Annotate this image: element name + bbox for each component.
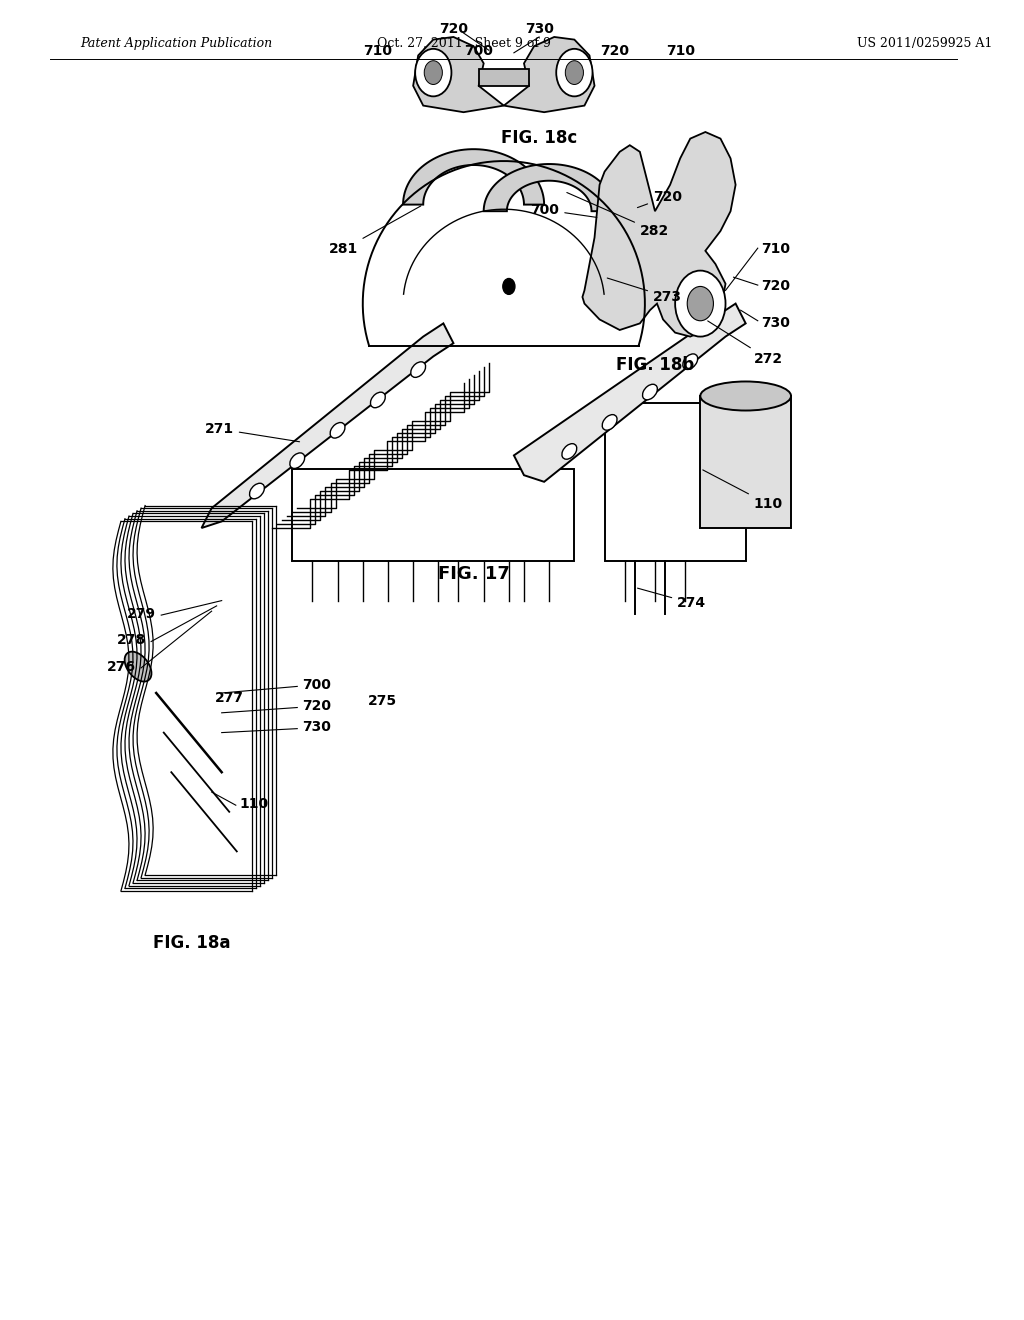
Text: US 2011/0259925 A1: US 2011/0259925 A1 xyxy=(856,37,992,50)
Text: FIG. 18b: FIG. 18b xyxy=(615,355,694,374)
Circle shape xyxy=(424,61,442,84)
Text: 281: 281 xyxy=(329,206,421,256)
Text: 720: 720 xyxy=(600,45,629,58)
Ellipse shape xyxy=(683,354,697,370)
Text: FIG. 18c: FIG. 18c xyxy=(501,128,578,147)
Ellipse shape xyxy=(562,444,577,459)
Text: FIG. 18a: FIG. 18a xyxy=(153,933,230,952)
Text: 273: 273 xyxy=(607,279,682,304)
Text: 710: 710 xyxy=(364,45,392,58)
Circle shape xyxy=(556,49,593,96)
Polygon shape xyxy=(583,132,735,337)
Polygon shape xyxy=(504,37,595,112)
Circle shape xyxy=(565,61,584,84)
Text: Patent Application Publication: Patent Application Publication xyxy=(81,37,272,50)
Text: 700: 700 xyxy=(464,45,494,58)
Ellipse shape xyxy=(290,453,305,469)
Text: 276: 276 xyxy=(108,660,136,673)
Polygon shape xyxy=(202,323,454,528)
Text: 110: 110 xyxy=(702,470,783,511)
Text: 730: 730 xyxy=(524,22,554,36)
Polygon shape xyxy=(514,304,745,482)
Circle shape xyxy=(503,279,515,294)
Text: 277: 277 xyxy=(215,692,245,705)
Text: 279: 279 xyxy=(127,607,157,620)
Polygon shape xyxy=(483,164,614,211)
Text: 110: 110 xyxy=(240,797,269,810)
Ellipse shape xyxy=(602,414,617,430)
Polygon shape xyxy=(700,396,791,528)
Text: 282: 282 xyxy=(567,193,669,238)
Circle shape xyxy=(687,286,714,321)
Text: 730: 730 xyxy=(761,317,790,330)
Text: 720: 720 xyxy=(761,280,790,293)
Ellipse shape xyxy=(371,392,385,408)
Text: 730: 730 xyxy=(302,721,331,734)
Text: 720: 720 xyxy=(302,700,332,713)
Text: 271: 271 xyxy=(205,422,300,442)
Polygon shape xyxy=(403,149,544,205)
Ellipse shape xyxy=(642,384,657,400)
Ellipse shape xyxy=(250,483,264,499)
Text: 272: 272 xyxy=(708,321,783,366)
Ellipse shape xyxy=(125,652,152,681)
Text: 278: 278 xyxy=(117,634,146,647)
Text: 720: 720 xyxy=(439,22,468,36)
Ellipse shape xyxy=(700,381,791,411)
Polygon shape xyxy=(413,37,504,112)
Text: 700: 700 xyxy=(530,203,597,218)
Text: 720: 720 xyxy=(638,190,682,207)
Ellipse shape xyxy=(330,422,345,438)
Circle shape xyxy=(675,271,726,337)
Text: 710: 710 xyxy=(761,243,790,256)
Ellipse shape xyxy=(411,362,426,378)
Polygon shape xyxy=(478,69,529,86)
Circle shape xyxy=(415,49,452,96)
Text: Oct. 27, 2011   Sheet 9 of 9: Oct. 27, 2011 Sheet 9 of 9 xyxy=(377,37,551,50)
Text: 275: 275 xyxy=(369,694,397,708)
Text: 274: 274 xyxy=(638,589,707,610)
Text: FIG. 17: FIG. 17 xyxy=(437,565,510,583)
Text: 700: 700 xyxy=(302,678,331,692)
Text: 710: 710 xyxy=(666,45,694,58)
